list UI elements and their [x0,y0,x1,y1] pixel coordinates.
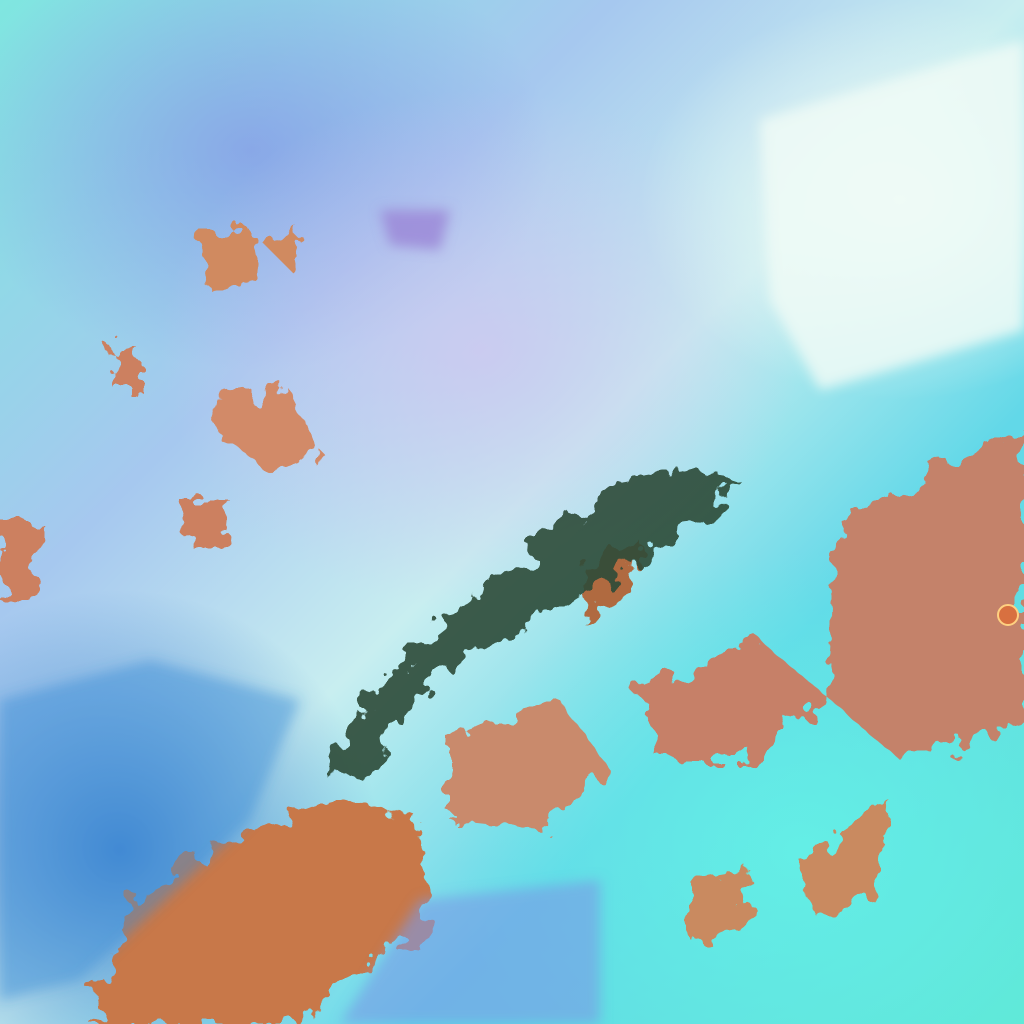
crater-feature [997,604,1019,626]
land-patch-northwest-1 [210,390,320,470]
land-patch-mid-east [640,640,830,760]
mountain-ridge [330,470,740,780]
land-patch-northwest-2 [200,230,300,290]
land-patch-southwest [90,800,430,1024]
land-patch-southeast [690,800,890,940]
cloud-violet-south [340,880,600,1024]
land-patch-northwest-3 [0,350,230,600]
cloud-blue-southwest [0,660,300,1000]
cloud-bands [0,40,1024,1024]
ridge-dark [330,470,740,780]
cloud-violet-north [380,210,450,250]
land-patch-center [450,700,610,830]
land-patch-east [830,430,1024,760]
cloud-bright-northeast [760,40,1024,390]
